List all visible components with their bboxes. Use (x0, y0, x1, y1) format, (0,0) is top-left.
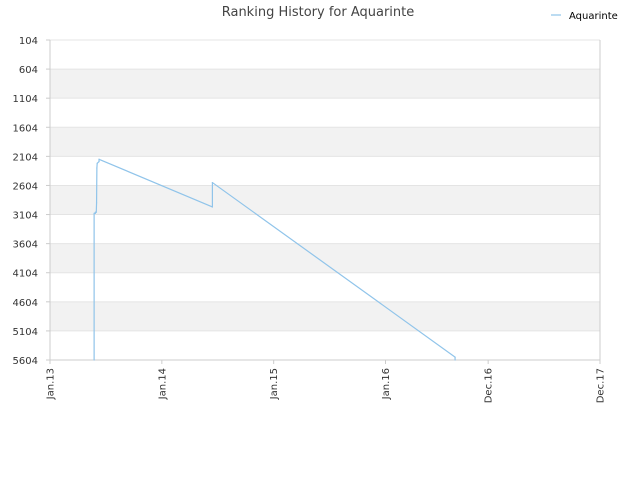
data-point (96, 167, 98, 169)
data-point (95, 202, 98, 204)
x-tick-label: Jan.14 (157, 368, 168, 400)
y-tick-label: 3604 (13, 240, 38, 251)
plot-band (50, 214, 600, 244)
data-point (96, 162, 98, 164)
data-point (211, 206, 213, 208)
x-axis-ticks: Jan.13 Jan.14 Jan.15 Jan.16 Dec.16 Dec.17 (46, 360, 607, 403)
x-tick-label: Dec.16 (484, 368, 495, 403)
y-tick-label: 4104 (13, 269, 38, 280)
legend: Aquarinte (551, 11, 618, 22)
gridlines (50, 39, 600, 361)
data-point (93, 359, 95, 361)
y-axis-ticks: 104 604 1104 1604 2104 2604 3104 3604 4104 4604 51… (13, 36, 50, 367)
series-layer (93, 158, 456, 361)
x-tick-label: Dec.17 (596, 368, 607, 403)
data-point (94, 211, 96, 213)
y-tick-label: 2104 (13, 152, 38, 163)
plot-band (50, 98, 600, 128)
y-tick-label: 604 (19, 65, 38, 76)
plot-band (50, 272, 600, 302)
plot-band (50, 185, 600, 215)
data-point (98, 158, 100, 160)
data-point (93, 212, 95, 214)
y-tick-label: 5104 (13, 327, 38, 338)
y-tick-label: 5604 (13, 356, 38, 367)
y-tick-label: 2604 (13, 181, 38, 192)
plot-band (50, 330, 600, 360)
plot-bands (50, 40, 600, 360)
x-tick-label: Jan.16 (381, 368, 392, 400)
x-tick-label: Jan.13 (46, 368, 57, 400)
x-tick-label: Jan.15 (269, 368, 280, 400)
axes (49, 40, 601, 361)
data-point (454, 356, 456, 358)
data-point (95, 211, 97, 213)
chart-title: Ranking History for Aquarinte (222, 5, 415, 20)
data-point (454, 359, 456, 361)
data-point (98, 161, 100, 163)
y-tick-label: 3104 (13, 211, 38, 222)
plot-band (50, 301, 600, 331)
plot-band (50, 243, 600, 273)
legend-label: Aquarinte (569, 11, 618, 22)
plot-band (50, 40, 600, 70)
y-tick-label: 4604 (13, 298, 38, 309)
y-tick-label: 1604 (13, 123, 38, 134)
plot-band (50, 69, 600, 99)
y-tick-label: 1104 (13, 94, 38, 105)
data-point (94, 212, 96, 214)
data-point (211, 181, 213, 184)
y-tick-label: 104 (19, 36, 38, 47)
plot-band (50, 127, 600, 157)
plot-band (50, 156, 600, 186)
